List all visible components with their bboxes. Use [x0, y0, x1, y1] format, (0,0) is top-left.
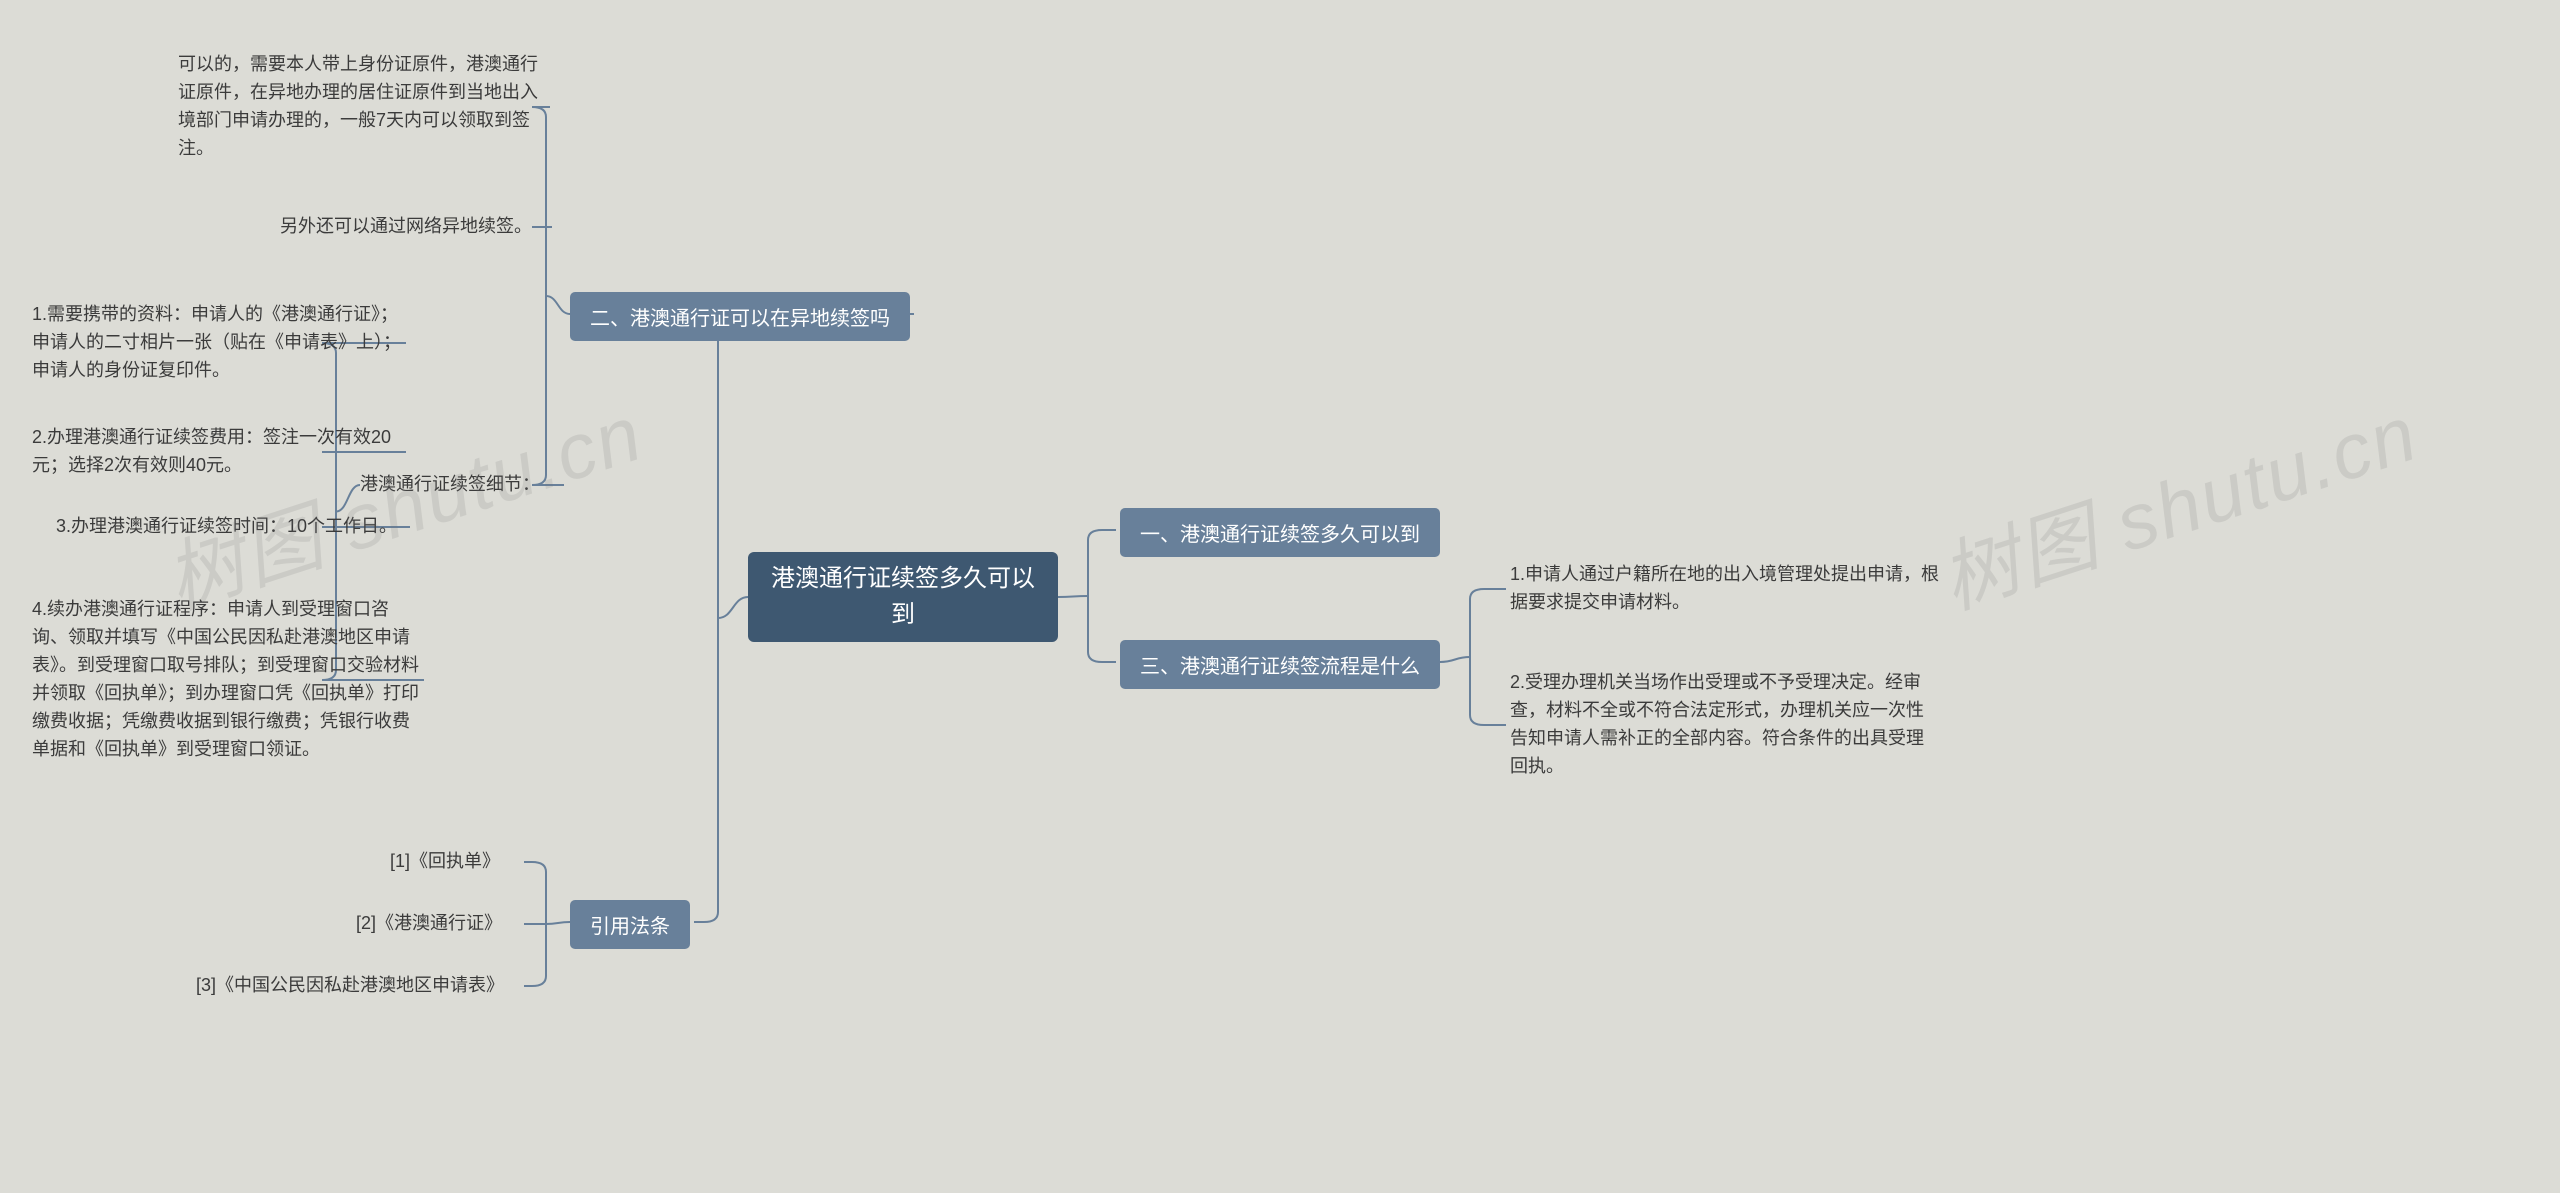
leaf-l2-0: 可以的，需要本人带上身份证原件，港澳通行证原件，在异地办理的居住证原件到当地出入… — [178, 48, 546, 166]
branch-r1: 一、港澳通行证续签多久可以到 — [1120, 508, 1440, 557]
leaf-r3-1: 2.受理办理机关当场作出受理或不予受理决定。经审查，材料不全或不符合法定形式，办… — [1510, 665, 1940, 785]
branch-lref: 引用法条 — [570, 900, 690, 949]
leaf-details-0: 1.需要携带的资料：申请人的《港澳通行证》；申请人的二寸相片一张（贴在《申请表》… — [32, 298, 402, 388]
leaf-lref-1: [2]《港澳通行证》 — [356, 910, 520, 938]
watermark-2: 树图 shutu.cn — [1925, 371, 2430, 630]
branch-l2: 二、港澳通行证可以在异地续签吗 — [570, 292, 910, 341]
branch-r3: 三、港澳通行证续签流程是什么 — [1120, 640, 1440, 689]
leaf-details-2: 3.办理港澳通行证续签时间：10个工作日。 — [56, 512, 406, 542]
leaf-lref-0: [1]《回执单》 — [390, 848, 520, 876]
leaf-r3-0: 1.申请人通过户籍所在地的出入境管理处提出申请，根据要求提交申请材料。 — [1510, 560, 1940, 618]
leaf-lref-2: [3]《中国公民因私赴港澳地区申请表》 — [196, 972, 520, 1000]
leaf-l2-1: 另外还可以通过网络异地续签。 — [280, 212, 548, 242]
mindmap-root: 港澳通行证续签多久可以到 — [748, 552, 1058, 642]
leaf-details-3: 4.续办港澳通行证程序：申请人到受理窗口咨询、领取并填写《中国公民因私赴港澳地区… — [32, 580, 420, 780]
leaf-details-1: 2.办理港澳通行证续签费用：签注一次有效20元；选择2次有效则40元。 — [32, 422, 402, 482]
